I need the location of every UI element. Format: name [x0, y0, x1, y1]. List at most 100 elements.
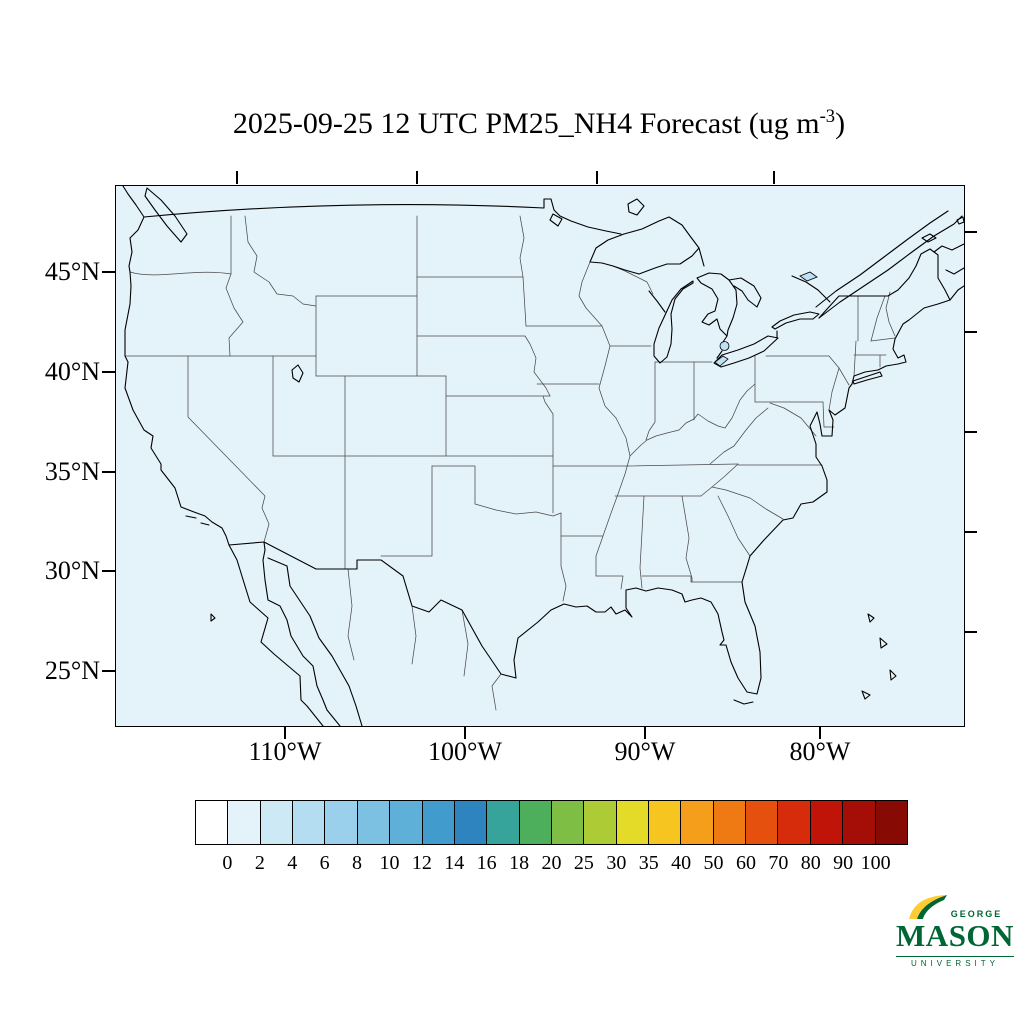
gulf-atlantic-coast — [513, 299, 951, 695]
maine-canada-border — [818, 248, 951, 319]
colorbar — [195, 800, 908, 845]
gmu-university-text: UNIVERSITY — [896, 955, 1014, 968]
colorbar-tick-label: 6 — [319, 852, 330, 874]
colorbar-cell — [809, 800, 844, 845]
gmu-mason-text: MASON — [896, 918, 1014, 953]
us-canada-border — [143, 198, 622, 235]
colorbar-cell — [550, 800, 585, 845]
axis-tick — [964, 431, 977, 433]
axis-tick — [644, 726, 646, 739]
colorbar-tick-label: 14 — [444, 852, 465, 874]
lon-label-100w: 100°W — [428, 737, 502, 766]
axis-tick — [416, 171, 418, 184]
sonora-coast — [267, 557, 363, 726]
long-island — [852, 371, 883, 385]
gmu-george-text: GEORGE — [950, 909, 1003, 919]
colorbar-cell — [486, 800, 520, 845]
colorbar-cell — [356, 800, 391, 845]
florida-keys — [733, 699, 754, 705]
lake-huron — [696, 272, 762, 337]
colorbar-tick-label: 80 — [800, 852, 821, 874]
lat-label-40n: 40°N — [44, 357, 100, 386]
colorbar-cell — [874, 800, 908, 845]
colorbar-cell — [615, 800, 650, 845]
axis-tick — [964, 331, 977, 333]
axis-tick — [964, 531, 977, 533]
lake-superior — [589, 216, 700, 275]
axis-tick — [819, 726, 821, 739]
lon-label-80w: 80°W — [789, 737, 851, 766]
great-salt-lake — [291, 364, 304, 383]
colorbar-cell — [745, 800, 779, 845]
colorbar-tick-label: 8 — [352, 852, 363, 874]
colorbar-cell — [712, 800, 747, 845]
lon-label-110w: 110°W — [248, 737, 322, 766]
lat-label-30n: 30°N — [44, 556, 100, 585]
axis-tick — [284, 726, 286, 739]
colorbar-cell — [389, 800, 423, 845]
us-mexico-border — [228, 541, 517, 679]
colorbar-cell — [648, 800, 682, 845]
colorbar-cell — [259, 800, 294, 845]
title-suffix: ) — [835, 107, 846, 140]
title-superscript: -3 — [819, 106, 836, 127]
baja-east-coast — [262, 541, 341, 726]
colorbar-cell — [518, 800, 552, 845]
map-panel — [115, 185, 965, 727]
lake-michigan — [648, 280, 694, 364]
coastlines-and-borders — [122, 186, 964, 726]
colorbar-cell — [292, 800, 326, 845]
st-lawrence-south-shore — [818, 215, 963, 319]
ottawa-river — [791, 275, 831, 303]
colorbar-cell — [680, 800, 714, 845]
colorbar-tick-label: 30 — [606, 852, 627, 874]
colorbar-tick-label: 20 — [541, 852, 562, 874]
colorbar-cell — [324, 800, 358, 845]
gmu-logo-top-row: GEORGE — [896, 893, 1014, 920]
colorbar-tick-label: 2 — [254, 852, 265, 874]
title-text: 2025-09-25 12 UTC PM25_NH4 Forecast (ug … — [232, 107, 820, 140]
ottawa-river-lake — [799, 271, 818, 282]
axis-tick — [964, 231, 977, 233]
gmu-swoosh-icon — [908, 895, 947, 919]
colorbar-cell — [195, 800, 229, 845]
axis-tick — [964, 631, 977, 633]
colorbar-tick-label: 16 — [476, 852, 497, 874]
conus-map — [116, 186, 964, 726]
bahamas-islands — [861, 613, 897, 700]
axis-tick — [236, 171, 238, 184]
colorbar-tick-label: 60 — [735, 852, 756, 874]
colorbar-tick-label: 50 — [703, 852, 724, 874]
axis-tick — [102, 570, 115, 572]
tinted-lakes — [714, 271, 818, 367]
st-lawrence-islands — [921, 216, 964, 243]
colorbar-tick-label: 70 — [768, 852, 789, 874]
axis-tick — [102, 471, 115, 473]
axis-tick — [102, 271, 115, 273]
colorbar-cell — [227, 800, 261, 845]
pacific-coast — [124, 216, 230, 546]
gmu-logo: GEORGE MASON UNIVERSITY — [896, 893, 1014, 968]
lat-label-35n: 35°N — [44, 457, 100, 486]
colorbar-tick-label: 100 — [860, 852, 891, 874]
colorbar-cell — [421, 800, 455, 845]
axis-tick — [102, 371, 115, 373]
figure-title: 2025-09-25 12 UTC PM25_NH4 Forecast (ug … — [115, 106, 963, 141]
state-borders — [124, 215, 896, 711]
gaspe-fundy-coast — [933, 243, 964, 301]
colorbar-tick-label: 10 — [379, 852, 400, 874]
colorbar-tick-label: 35 — [638, 852, 659, 874]
lake-erie — [713, 335, 779, 368]
colorbar-cell — [583, 800, 617, 845]
canada-lakes — [549, 198, 645, 227]
colorbar-tick-label: 4 — [287, 852, 298, 874]
lon-label-90w: 90°W — [614, 737, 676, 766]
axis-tick — [464, 726, 466, 739]
colorbar-tick-label: 25 — [573, 852, 594, 874]
colorbar-tick-label: 12 — [411, 852, 432, 874]
connecting-channels — [698, 247, 778, 359]
colorbar-cell — [453, 800, 488, 845]
colorbar-tick-label: 90 — [833, 852, 854, 874]
st-lawrence-north-shore — [815, 210, 949, 308]
